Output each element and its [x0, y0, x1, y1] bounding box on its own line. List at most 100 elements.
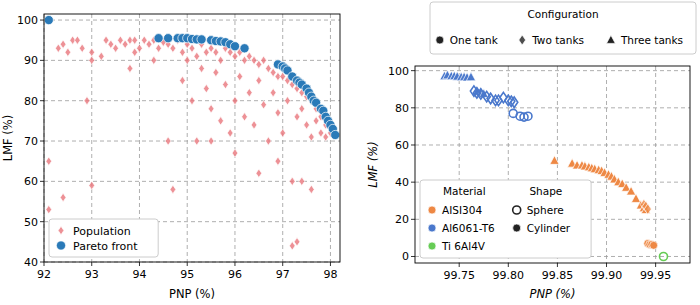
legend-label: Population: [73, 225, 131, 238]
tick: [282, 262, 283, 266]
point: [246, 88, 252, 97]
plot-frame: [44, 14, 340, 262]
tick: [40, 221, 44, 222]
tick: [508, 263, 509, 267]
tick: [40, 181, 44, 182]
point: [137, 44, 143, 53]
point: [213, 68, 219, 77]
point: [60, 193, 66, 202]
y-tick-label: 100: [17, 14, 38, 27]
tick: [557, 263, 558, 267]
y-tick-label: 50: [24, 216, 38, 229]
legend-marker: [513, 206, 521, 214]
point: [256, 60, 262, 69]
point: [103, 36, 109, 45]
grid-line: [655, 66, 656, 263]
point: [84, 96, 90, 105]
legend-marker: [428, 224, 436, 232]
y-tick-label: 80: [24, 95, 38, 108]
tick: [40, 20, 44, 21]
x-tick-label: 99.75: [443, 269, 475, 282]
y-tick-label: 40: [395, 176, 409, 189]
point: [203, 84, 209, 93]
point: [266, 64, 272, 73]
tick: [411, 107, 415, 108]
legend-marker: [436, 36, 444, 44]
point: [218, 56, 224, 65]
legend-inner: MaterialAISI304Al6061-T6Ti 6Al4VShapeSph…: [420, 180, 591, 258]
grid-line: [330, 14, 331, 262]
legend-label: AISI304: [442, 204, 482, 216]
point: [180, 48, 186, 57]
grid-line: [415, 107, 690, 108]
point: [170, 185, 176, 194]
point: [132, 36, 138, 45]
tick: [411, 256, 415, 257]
x-tick-label: 98: [323, 268, 337, 281]
x-tick-label: 99.90: [591, 269, 623, 282]
point: [242, 56, 248, 65]
legend-marker: [428, 242, 436, 250]
tick: [411, 144, 415, 145]
grid-line: [44, 181, 340, 182]
tick: [459, 263, 460, 267]
x-tick-label: 93: [85, 268, 99, 281]
tick: [606, 263, 607, 267]
legend-marker: [513, 224, 521, 232]
legend-label: One tank: [450, 34, 499, 46]
marks: [44, 15, 340, 250]
legend-marker: [428, 206, 436, 214]
point: [218, 117, 224, 126]
point: [251, 56, 257, 65]
point: [197, 35, 206, 44]
legend: PopulationPareto front: [49, 219, 158, 257]
grid-line: [44, 141, 340, 142]
point: [44, 15, 53, 24]
point: [275, 109, 281, 118]
point: [89, 181, 95, 190]
y-axis-label: LMF (%): [366, 141, 380, 188]
tick: [139, 262, 140, 266]
tick: [234, 262, 235, 266]
legend-label: Sphere: [527, 204, 564, 216]
point: [46, 205, 52, 214]
tick: [411, 182, 415, 183]
y-tick-label: 60: [24, 175, 38, 188]
point: [156, 44, 162, 53]
point: [203, 48, 209, 57]
point: [127, 64, 133, 73]
y-tick-label: 0: [402, 250, 409, 263]
point: [154, 34, 163, 43]
point: [331, 130, 340, 139]
point: [511, 97, 518, 108]
point: [230, 42, 239, 51]
figure: 92939495969798405060708090100PNP (%)LMF …: [0, 0, 700, 305]
point: [208, 105, 214, 114]
point: [659, 253, 667, 261]
point: [199, 64, 205, 73]
x-tick-label: 94: [132, 268, 146, 281]
point: [313, 117, 319, 126]
point: [237, 72, 243, 81]
legend-label: Two tanks: [531, 34, 584, 46]
y-tick-label: 90: [24, 54, 38, 67]
grid-line: [606, 66, 607, 263]
point: [323, 133, 329, 142]
point: [246, 52, 252, 61]
x-axis-label: PNP (%): [169, 287, 215, 301]
tick: [655, 263, 656, 267]
y-tick-label: 20: [395, 213, 409, 226]
point: [308, 133, 314, 142]
tick: [40, 262, 44, 263]
point: [208, 44, 214, 53]
marks: [440, 70, 668, 260]
legend-label: Three tanks: [620, 34, 683, 46]
point: [213, 48, 219, 57]
point: [285, 96, 291, 105]
point: [242, 113, 248, 122]
point: [318, 129, 324, 138]
tick: [40, 141, 44, 142]
legend-box: [420, 180, 591, 258]
point: [223, 80, 229, 89]
x-tick-label: 97: [276, 268, 290, 281]
